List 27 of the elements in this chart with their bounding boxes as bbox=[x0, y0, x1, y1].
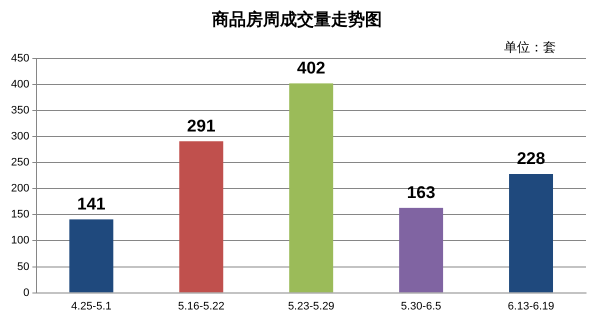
x-tick-label: 5.23-5.29 bbox=[288, 300, 334, 312]
y-tick-label: 450 bbox=[10, 52, 30, 64]
x-tick-label: 5.30-6.5 bbox=[400, 300, 442, 312]
y-tick-label: 350 bbox=[10, 104, 30, 117]
bar bbox=[69, 219, 114, 292]
bar bbox=[509, 174, 554, 292]
y-tick-label: 300 bbox=[10, 130, 30, 143]
data-label: 163 bbox=[406, 183, 436, 202]
y-tick-label: 250 bbox=[10, 156, 30, 169]
y-tick-label: 0 bbox=[23, 286, 30, 299]
data-label: 402 bbox=[296, 58, 326, 78]
data-label: 291 bbox=[187, 116, 216, 136]
x-tick-label: 6.13-6.19 bbox=[508, 300, 554, 312]
y-tick-label: 150 bbox=[10, 208, 30, 221]
text: 单位：套 bbox=[504, 39, 556, 54]
x-tick-label: 4.25-5.1 bbox=[71, 300, 112, 312]
bar bbox=[179, 141, 224, 292]
x-tick-label: 5.16-5.22 bbox=[178, 300, 224, 312]
data-label: 228 bbox=[516, 149, 546, 168]
chart-title: 商品房周成交量走势图 bbox=[211, 10, 382, 29]
y-tick-label: 100 bbox=[10, 234, 30, 247]
data-label: 141 bbox=[77, 194, 106, 214]
y-tick-label: 400 bbox=[10, 78, 30, 90]
bar bbox=[399, 208, 444, 292]
bar bbox=[289, 83, 334, 292]
y-tick-label: 50 bbox=[17, 260, 30, 273]
y-tick-label: 200 bbox=[10, 182, 30, 195]
